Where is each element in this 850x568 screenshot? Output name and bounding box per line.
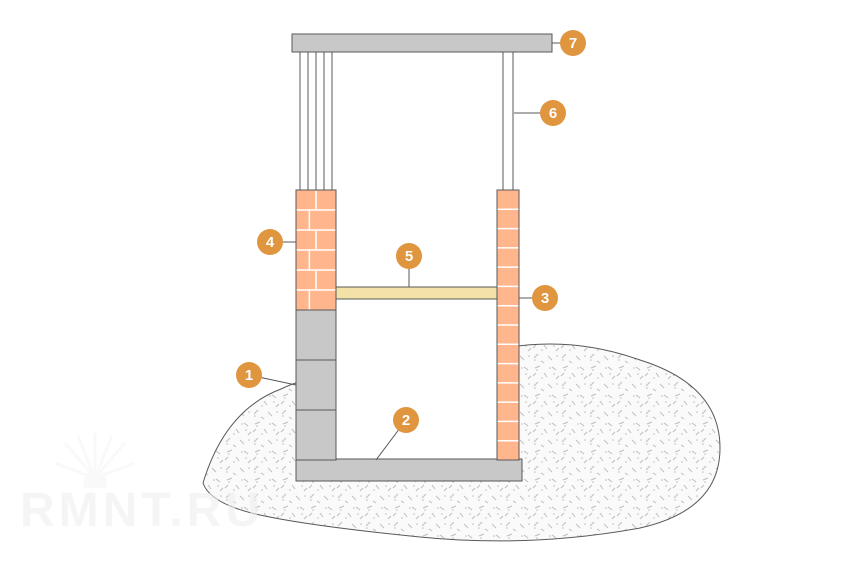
callout-badge-2: 2 bbox=[393, 407, 419, 433]
callout-badge-4: 4 bbox=[257, 229, 283, 255]
callout-badge-7: 7 bbox=[560, 30, 586, 56]
top-slab bbox=[292, 34, 552, 52]
left-block bbox=[296, 410, 336, 460]
right-frame bbox=[503, 52, 513, 190]
callout-badge-6: 6 bbox=[540, 100, 566, 126]
diagram-stage: RMNT.RU 1 2 3 4 5 6 7 bbox=[0, 0, 850, 568]
left-block bbox=[296, 360, 336, 410]
watermark-text: RMNT.RU bbox=[20, 483, 264, 538]
right-brick-column bbox=[497, 190, 519, 460]
callout-badge-3: 3 bbox=[532, 285, 558, 311]
middle-plank bbox=[336, 287, 497, 299]
callout-badge-5: 5 bbox=[396, 243, 422, 269]
footing-slab bbox=[296, 459, 522, 481]
left-brick-column bbox=[296, 190, 336, 310]
left-block bbox=[296, 310, 336, 360]
callout-badge-1: 1 bbox=[236, 362, 262, 388]
ground bbox=[203, 344, 720, 541]
watermark-sun-icon bbox=[50, 428, 140, 488]
